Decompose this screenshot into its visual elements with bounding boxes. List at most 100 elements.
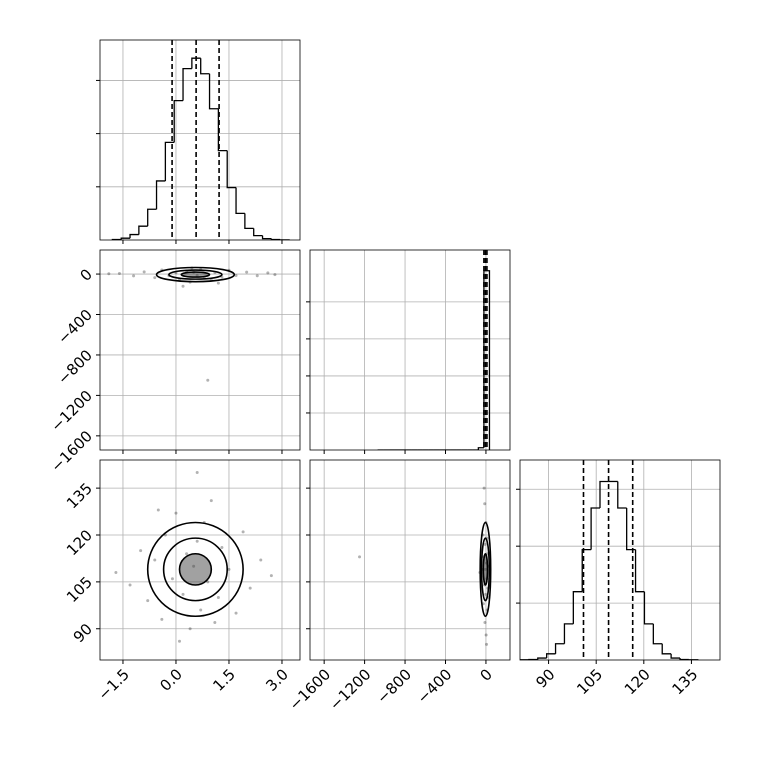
plot-area: [377, 250, 491, 450]
scatter-point: [209, 499, 213, 503]
histogram-step: [270, 238, 281, 240]
scatter-point: [255, 274, 259, 278]
panel-frame: [309, 459, 511, 661]
y-tick-label: 135: [63, 479, 96, 512]
scatter-point: [213, 621, 217, 624]
contour: [480, 537, 491, 602]
contour: [482, 552, 489, 586]
scatter-point: [153, 276, 157, 280]
histogram-step: [599, 480, 609, 508]
histogram-step: [554, 643, 565, 654]
x-tick-label: 90: [532, 665, 558, 691]
histogram-step: [581, 548, 592, 592]
histogram-step: [182, 67, 192, 101]
scatter-point: [482, 486, 486, 490]
panel-frame: [519, 459, 721, 661]
histogram-step: [652, 623, 663, 645]
histogram-step: [661, 643, 672, 655]
contour: [180, 271, 211, 278]
scatter-point: [107, 272, 111, 276]
y-tick-label: 120: [63, 526, 96, 559]
y-tick-label: 0: [77, 265, 96, 284]
scatter-point: [484, 633, 488, 637]
histogram-step: [546, 653, 556, 659]
histogram-step: [261, 235, 272, 240]
scatter-point: [195, 539, 199, 543]
histogram-step: [200, 58, 210, 75]
histogram-step: [129, 233, 139, 239]
scatter-point: [156, 508, 160, 512]
x-tick-label: −1.5: [94, 665, 132, 703]
histogram-step: [155, 180, 166, 210]
contour: [178, 552, 213, 586]
scatter-point: [483, 502, 487, 506]
histogram-step: [208, 73, 219, 110]
scatter-point: [174, 511, 178, 515]
scatter-point: [245, 270, 249, 274]
scatter-point: [128, 583, 132, 587]
scatter-point: [160, 617, 164, 621]
x-tick-label: 120: [621, 665, 654, 698]
scatter-point: [117, 272, 121, 276]
y-tick-label: −1200: [47, 387, 96, 436]
x-tick-label: 0: [476, 665, 495, 684]
scatter-point: [483, 542, 487, 546]
scatter-point: [216, 281, 220, 285]
scatter-point: [195, 471, 199, 474]
x-tick-label: −1600: [286, 665, 335, 714]
scatter-point: [241, 530, 245, 534]
plot-area: [520, 460, 699, 660]
y-tick-label: 90: [70, 620, 96, 646]
scatter-point: [199, 608, 203, 612]
scatter-point: [485, 642, 489, 646]
scatter-point: [234, 273, 238, 277]
panel: [306, 249, 511, 454]
scatter-point: [188, 627, 192, 631]
scatter-point: [220, 546, 224, 549]
panel-frame: [309, 249, 511, 451]
panel-frame: [99, 39, 301, 241]
panel: [96, 39, 301, 244]
scatter-point: [146, 599, 150, 603]
panel-frame: [99, 249, 301, 451]
x-tick-label: −400: [414, 665, 456, 707]
x-tick-label: 1.5: [209, 665, 239, 695]
scatter-point: [248, 586, 252, 590]
scatter-point: [358, 555, 362, 559]
histogram-step: [563, 623, 574, 644]
histogram-step: [138, 225, 148, 235]
scatter-point: [181, 592, 185, 596]
histogram-step: [226, 150, 237, 189]
x-tick-label: 3.0: [262, 665, 292, 695]
histogram-step: [147, 208, 157, 227]
histogram-step: [244, 213, 254, 230]
scatter-point: [170, 577, 174, 581]
scatter-point: [185, 552, 189, 556]
histogram-step: [164, 141, 175, 181]
panel: −1.5 0.0 1.5 3.0 90 105 120 135: [63, 459, 301, 704]
panel: 90 105 120 135: [516, 459, 721, 698]
scatter-point: [181, 284, 185, 288]
histogram-step: [477, 447, 484, 450]
scatter-point: [178, 639, 182, 643]
scatter-point: [484, 592, 488, 596]
x-tick-label: 105: [573, 665, 606, 698]
histogram-step: [173, 99, 184, 143]
y-tick-label: −800: [54, 346, 96, 388]
scatter-point: [269, 574, 273, 578]
contour: [168, 269, 223, 280]
scatter-point: [266, 271, 270, 275]
x-tick-label: 135: [668, 665, 701, 698]
scatter-point: [227, 567, 231, 571]
panel: −1600−1200−800−400 0: [286, 459, 511, 714]
histogram-step: [120, 237, 131, 240]
plot-area: [114, 471, 273, 643]
histogram-step: [590, 507, 600, 550]
histogram-step: [572, 591, 583, 624]
plot-area: [111, 40, 290, 240]
histogram-step: [537, 657, 547, 660]
scatter-point: [139, 549, 143, 553]
y-tick-label: −1600: [47, 427, 96, 476]
plot-area: [358, 486, 492, 646]
histogram-step: [634, 549, 645, 593]
